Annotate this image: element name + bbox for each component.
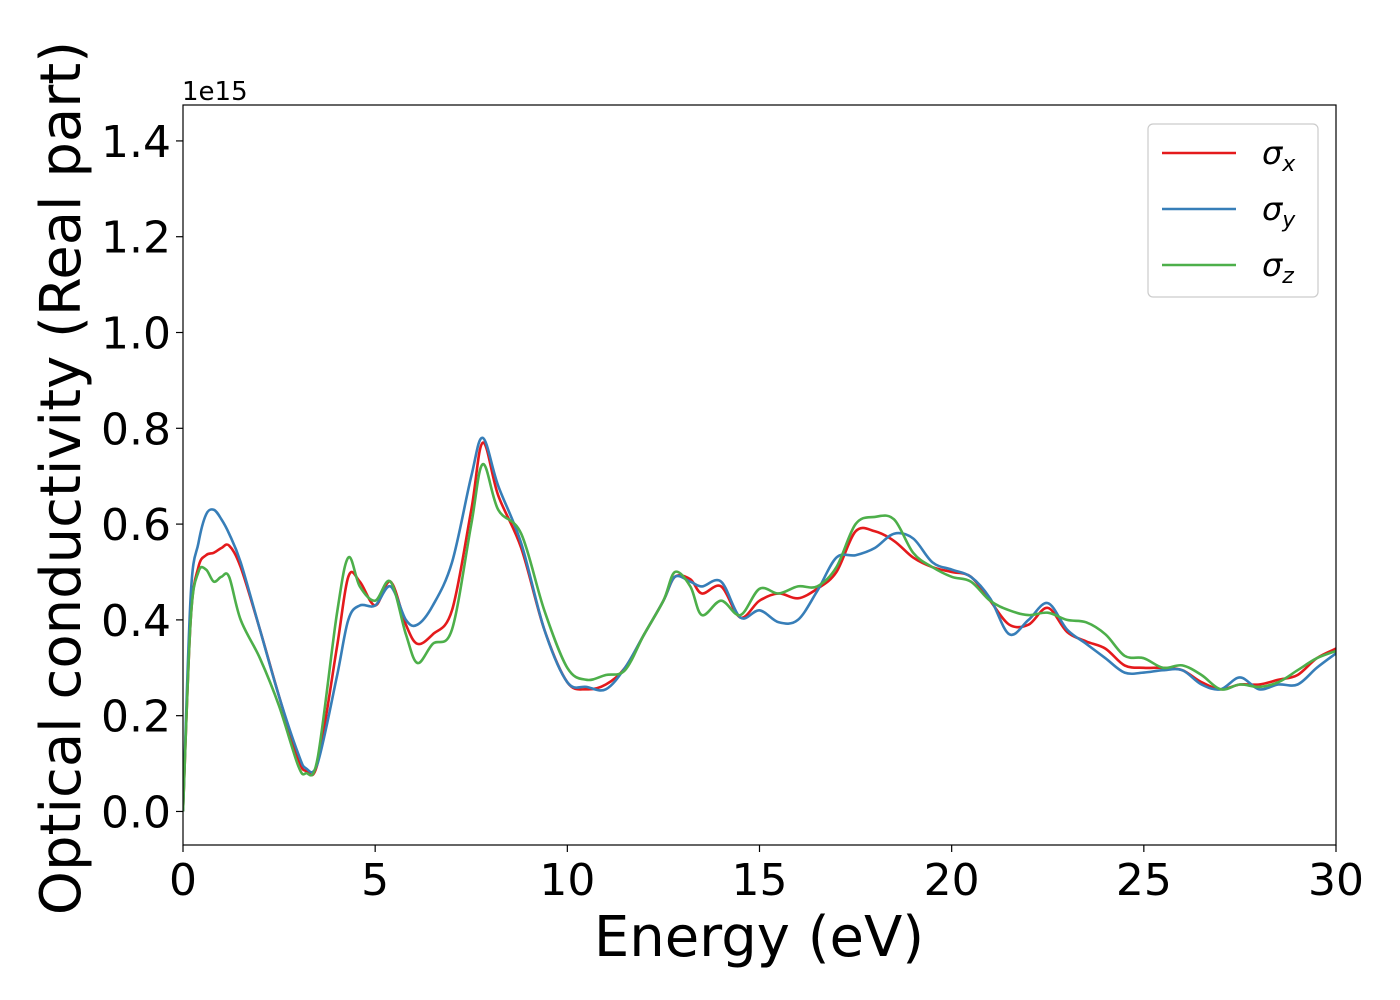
y-tick-label: 0.2 (101, 692, 171, 743)
x-tick-label: 20 (924, 855, 980, 906)
x-tick-label: 30 (1308, 855, 1364, 906)
y-offset-label: 1e15 (182, 77, 248, 107)
x-axis-ticks: 0 5 10 15 20 25 30 (169, 845, 1364, 906)
y-axis-label: Optical conductivity (Real part) (29, 41, 94, 915)
x-axis-label: Energy (eV) (594, 905, 924, 970)
legend-label-y: σy (1262, 190, 1296, 233)
y-tick-label: 0.4 (101, 596, 171, 647)
legend-label-x: σx (1262, 134, 1296, 177)
y-tick-label: 1.0 (101, 309, 171, 360)
y-tick-label: 1.2 (101, 213, 171, 264)
y-tick-label: 0.0 (101, 787, 171, 838)
x-tick-label: 15 (732, 855, 788, 906)
series-line-z (183, 462, 1336, 812)
y-tick-label: 0.6 (101, 500, 171, 551)
plot-area (183, 436, 1336, 812)
legend-label-z: σz (1262, 246, 1294, 289)
plot-frame (182, 104, 1337, 846)
x-tick-label: 10 (539, 855, 595, 906)
x-tick-label: 25 (1116, 855, 1172, 906)
legend: σx σy σz (1147, 123, 1319, 298)
y-tick-label: 0.8 (101, 404, 171, 455)
x-tick-label: 5 (361, 855, 389, 906)
x-tick-label: 0 (169, 855, 197, 906)
series-line-y (183, 436, 1336, 812)
y-tick-label: 1.4 (101, 117, 171, 168)
legend-frame (1147, 123, 1319, 298)
y-axis-ticks: 0.0 0.2 0.4 0.6 0.8 1.0 1.2 1.4 (101, 117, 183, 838)
